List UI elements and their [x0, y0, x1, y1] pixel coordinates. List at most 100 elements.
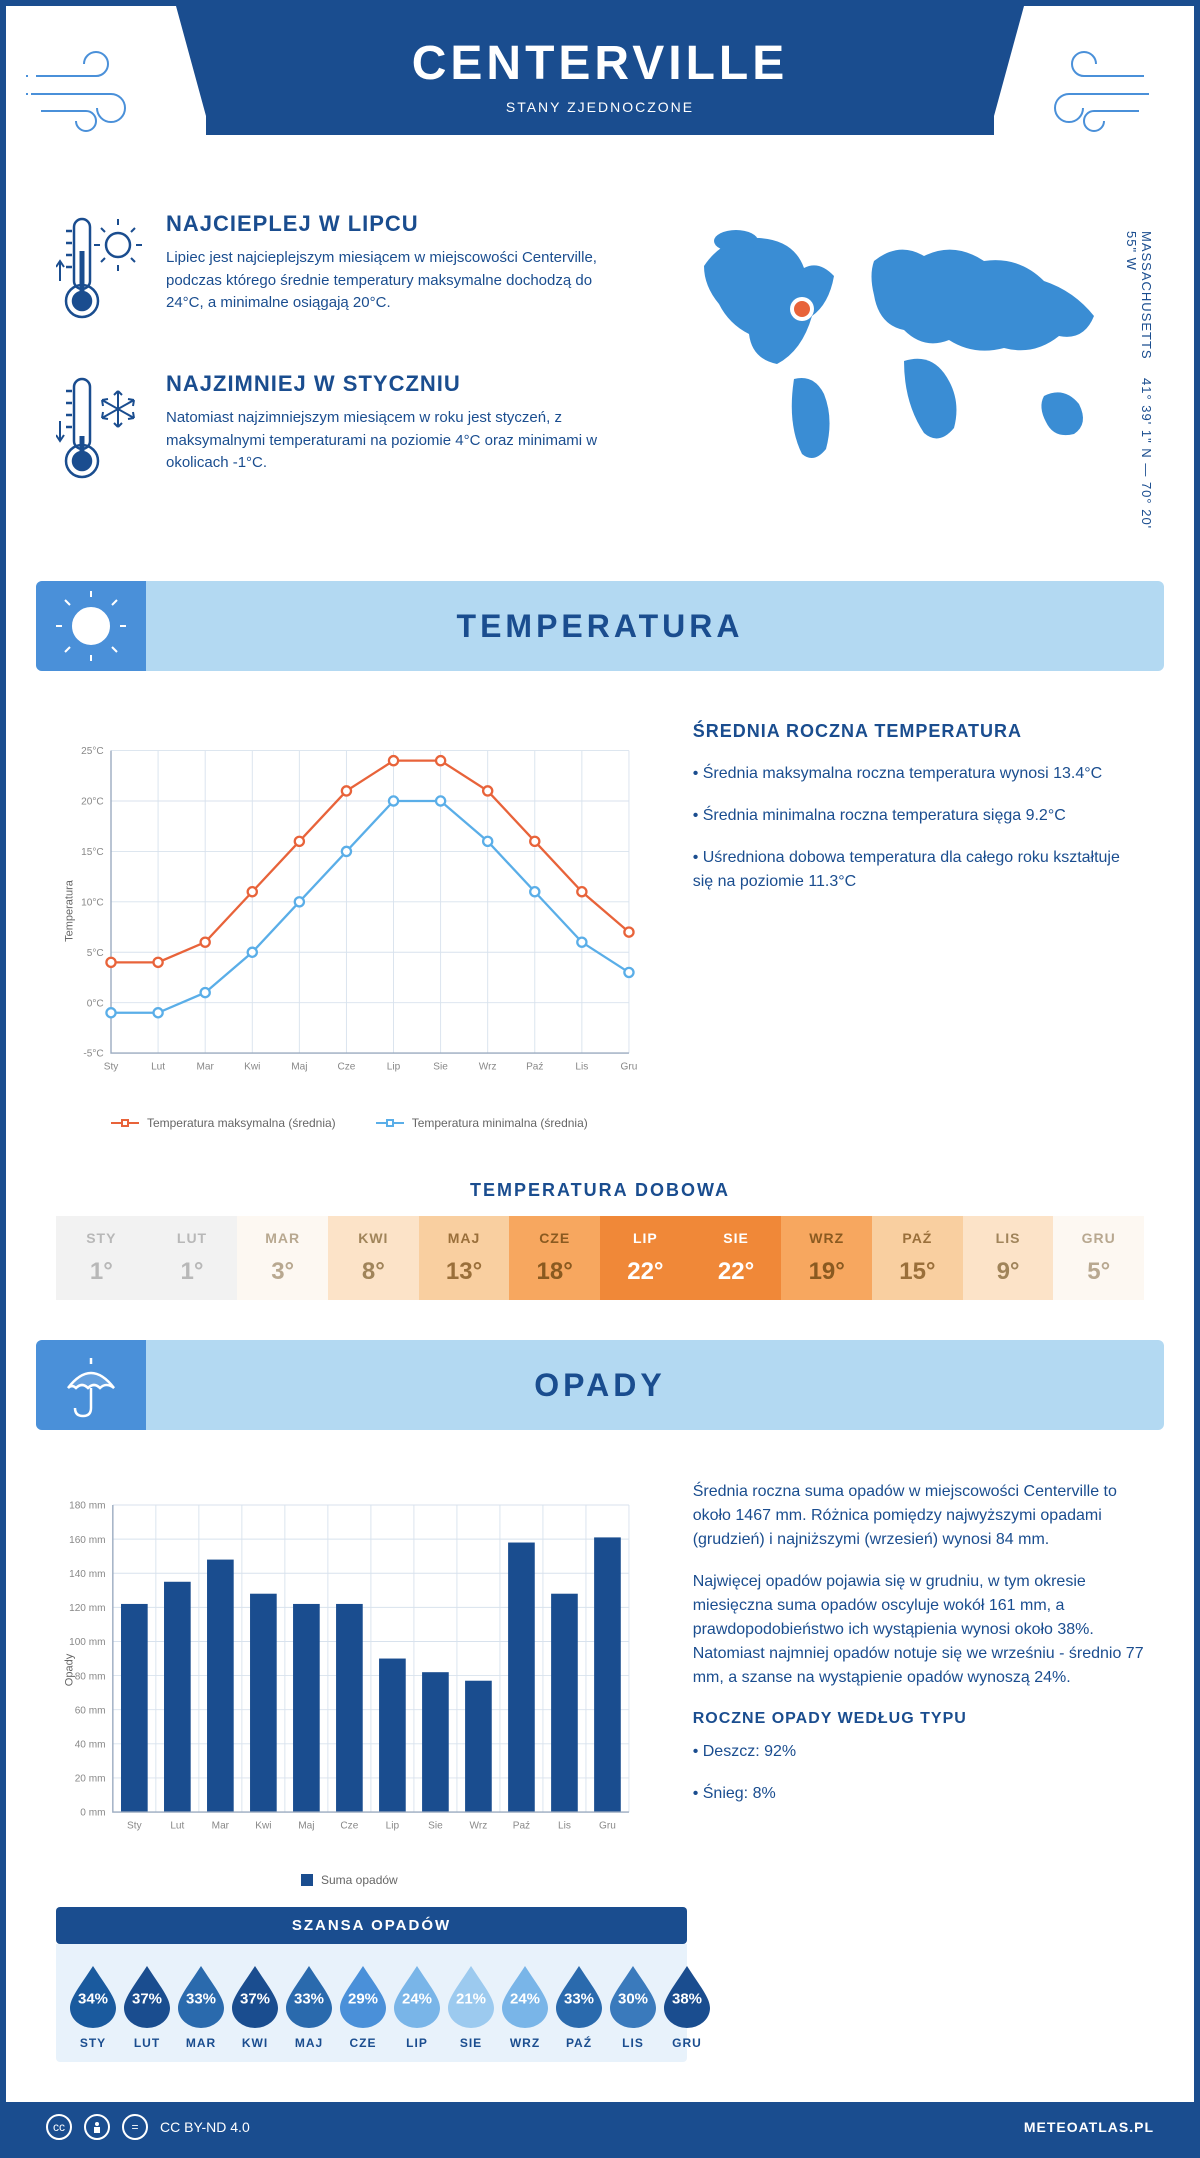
svg-text:25°C: 25°C [81, 746, 104, 757]
chance-title: SZANSA OPADÓW [56, 1907, 687, 1944]
precipitation-banner: OPADY [36, 1340, 1164, 1430]
precip-summary-p2: Najwięcej opadów pojawia się w grudniu, … [693, 1570, 1144, 1690]
chance-cell: 24% WRZ [498, 1962, 552, 2050]
footer: cc = CC BY-ND 4.0 METEOATLAS.PL [6, 2102, 1194, 2152]
chance-of-precip: SZANSA OPADÓW 34% STY 37% LUT 33% [56, 1907, 687, 2062]
precip-by-type: ROCZNE OPADY WEDŁUG TYPU • Deszcz: 92% •… [693, 1710, 1144, 1806]
svg-text:Sie: Sie [433, 1062, 448, 1073]
nd-icon: = [122, 2114, 148, 2140]
precipitation-title: OPADY [534, 1367, 665, 1404]
svg-text:Lut: Lut [151, 1062, 165, 1073]
page: CENTERVILLE STANY ZJEDNOCZONE [0, 0, 1200, 2158]
chance-cell: 33% MAJ [282, 1962, 336, 2050]
temperature-row: -5°C0°C5°C10°C15°C20°C25°CStyLutMarKwiMa… [6, 691, 1194, 1160]
svg-text:40 mm: 40 mm [75, 1740, 106, 1751]
coordinates-label: MASSACHUSETTS 41° 39' 1" N — 70° 20' 55"… [1124, 231, 1154, 531]
chance-cell: 30% LIS [606, 1962, 660, 2050]
svg-text:Lut: Lut [170, 1821, 184, 1832]
svg-text:Mar: Mar [212, 1821, 230, 1832]
chance-cell: 21% SIE [444, 1962, 498, 2050]
daily-temp-cell: WRZ19° [781, 1216, 872, 1300]
svg-text:Temperatura: Temperatura [64, 879, 76, 942]
precip-type-title: ROCZNE OPADY WEDŁUG TYPU [693, 1710, 1144, 1728]
svg-text:Gru: Gru [599, 1821, 616, 1832]
footer-brand: METEOATLAS.PL [1024, 2119, 1154, 2135]
chance-cell: 37% KWI [228, 1962, 282, 2050]
chance-cell: 29% CZE [336, 1962, 390, 2050]
svg-text:Maj: Maj [298, 1821, 314, 1832]
precipitation-summary: Średnia roczna suma opadów w miejscowośc… [693, 1480, 1144, 1887]
umbrella-icon [36, 1340, 146, 1430]
svg-text:Maj: Maj [291, 1062, 307, 1073]
coldest-title: NAJZIMNIEJ W STYCZNIU [166, 371, 624, 397]
svg-text:Sty: Sty [127, 1821, 143, 1832]
svg-text:120 mm: 120 mm [69, 1603, 105, 1614]
chance-cell: 37% LUT [120, 1962, 174, 2050]
chance-cell: 38% GRU [660, 1962, 714, 2050]
temp-summary-line: • Uśredniona dobowa temperatura dla całe… [693, 846, 1144, 894]
footer-license: cc = CC BY-ND 4.0 [46, 2114, 250, 2140]
svg-text:Kwi: Kwi [244, 1062, 260, 1073]
svg-text:60 mm: 60 mm [75, 1705, 106, 1716]
warmest-title: NAJCIEPLEJ W LIPCU [166, 211, 624, 237]
svg-text:Paź: Paź [513, 1821, 530, 1832]
temperature-chart: -5°C0°C5°C10°C15°C20°C25°CStyLutMarKwiMa… [56, 721, 643, 1130]
svg-text:Wrz: Wrz [470, 1821, 488, 1832]
chance-cell: 34% STY [66, 1962, 120, 2050]
coldest-fact: NAJZIMNIEJ W STYCZNIU Natomiast najzimni… [56, 371, 624, 496]
chance-cell: 24% LIP [390, 1962, 444, 2050]
svg-text:180 mm: 180 mm [69, 1501, 105, 1512]
daily-temp-cell: LIS9° [963, 1216, 1054, 1300]
svg-text:20°C: 20°C [81, 797, 104, 808]
daily-temp-cell: CZE18° [509, 1216, 600, 1300]
daily-temp-cell: MAJ13° [419, 1216, 510, 1300]
svg-text:Lip: Lip [387, 1062, 401, 1073]
coldest-body: Natomiast najzimniejszym miesiącem w rok… [166, 407, 624, 475]
thermometer-snow-icon [56, 371, 146, 496]
precip-type-line: • Śnieg: 8% [693, 1782, 1144, 1806]
precip-type-line: • Deszcz: 92% [693, 1740, 1144, 1764]
precip-summary-p1: Średnia roczna suma opadów w miejscowośc… [693, 1480, 1144, 1552]
daily-temp-cell: STY1° [56, 1216, 147, 1300]
city-name: CENTERVILLE [226, 36, 974, 91]
svg-text:80 mm: 80 mm [75, 1671, 106, 1682]
daily-temp-cell: MAR3° [237, 1216, 328, 1300]
facts-column: NAJCIEPLEJ W LIPCU Lipiec jest najcieple… [56, 211, 624, 531]
svg-text:Wrz: Wrz [479, 1062, 497, 1073]
svg-text:15°C: 15°C [81, 847, 104, 858]
sun-icon [36, 581, 146, 671]
warmest-fact: NAJCIEPLEJ W LIPCU Lipiec jest najcieple… [56, 211, 624, 336]
precip-legend: Suma opadów [56, 1873, 643, 1887]
warmest-body: Lipiec jest najcieplejszym miesiącem w m… [166, 247, 624, 315]
daily-temp-title: TEMPERATURA DOBOWA [6, 1180, 1194, 1201]
temperature-banner: TEMPERATURA [36, 581, 1164, 671]
daily-temp-cell: SIE22° [691, 1216, 782, 1300]
country-name: STANY ZJEDNOCZONE [226, 99, 974, 115]
world-map-box: MASSACHUSETTS 41° 39' 1" N — 70° 20' 55"… [664, 211, 1144, 531]
svg-text:Cze: Cze [340, 1821, 358, 1832]
thermometer-sun-icon [56, 211, 146, 336]
svg-text:Lip: Lip [386, 1821, 400, 1832]
svg-text:Lis: Lis [558, 1821, 571, 1832]
daily-temp-cell: LUT1° [147, 1216, 238, 1300]
chance-cell: 33% MAR [174, 1962, 228, 2050]
wind-icon-right [994, 6, 1194, 171]
svg-text:Sie: Sie [428, 1821, 443, 1832]
chance-drops-row: 34% STY 37% LUT 33% MAR 37% [56, 1944, 687, 2062]
svg-text:Lis: Lis [575, 1062, 588, 1073]
license-text: CC BY-ND 4.0 [160, 2119, 250, 2135]
daily-temp-cell: GRU5° [1053, 1216, 1144, 1300]
temp-summary-line: • Średnia minimalna roczna temperatura s… [693, 804, 1144, 828]
svg-text:10°C: 10°C [81, 897, 104, 908]
svg-text:Mar: Mar [196, 1062, 214, 1073]
world-map-icon [664, 211, 1144, 471]
precipitation-row: 0 mm20 mm40 mm60 mm80 mm100 mm120 mm140 … [6, 1450, 1194, 1907]
svg-text:100 mm: 100 mm [69, 1637, 105, 1648]
svg-text:140 mm: 140 mm [69, 1569, 105, 1580]
temp-summary-title: ŚREDNIA ROCZNA TEMPERATURA [693, 721, 1144, 742]
daily-temp-cell: LIP22° [600, 1216, 691, 1300]
svg-text:-5°C: -5°C [83, 1049, 103, 1060]
svg-text:Gru: Gru [621, 1062, 638, 1073]
temp-chart-legend: Temperatura maksymalna (średnia) Tempera… [56, 1116, 643, 1130]
daily-temp-table: STY1°LUT1°MAR3°KWI8°MAJ13°CZE18°LIP22°SI… [56, 1216, 1144, 1300]
